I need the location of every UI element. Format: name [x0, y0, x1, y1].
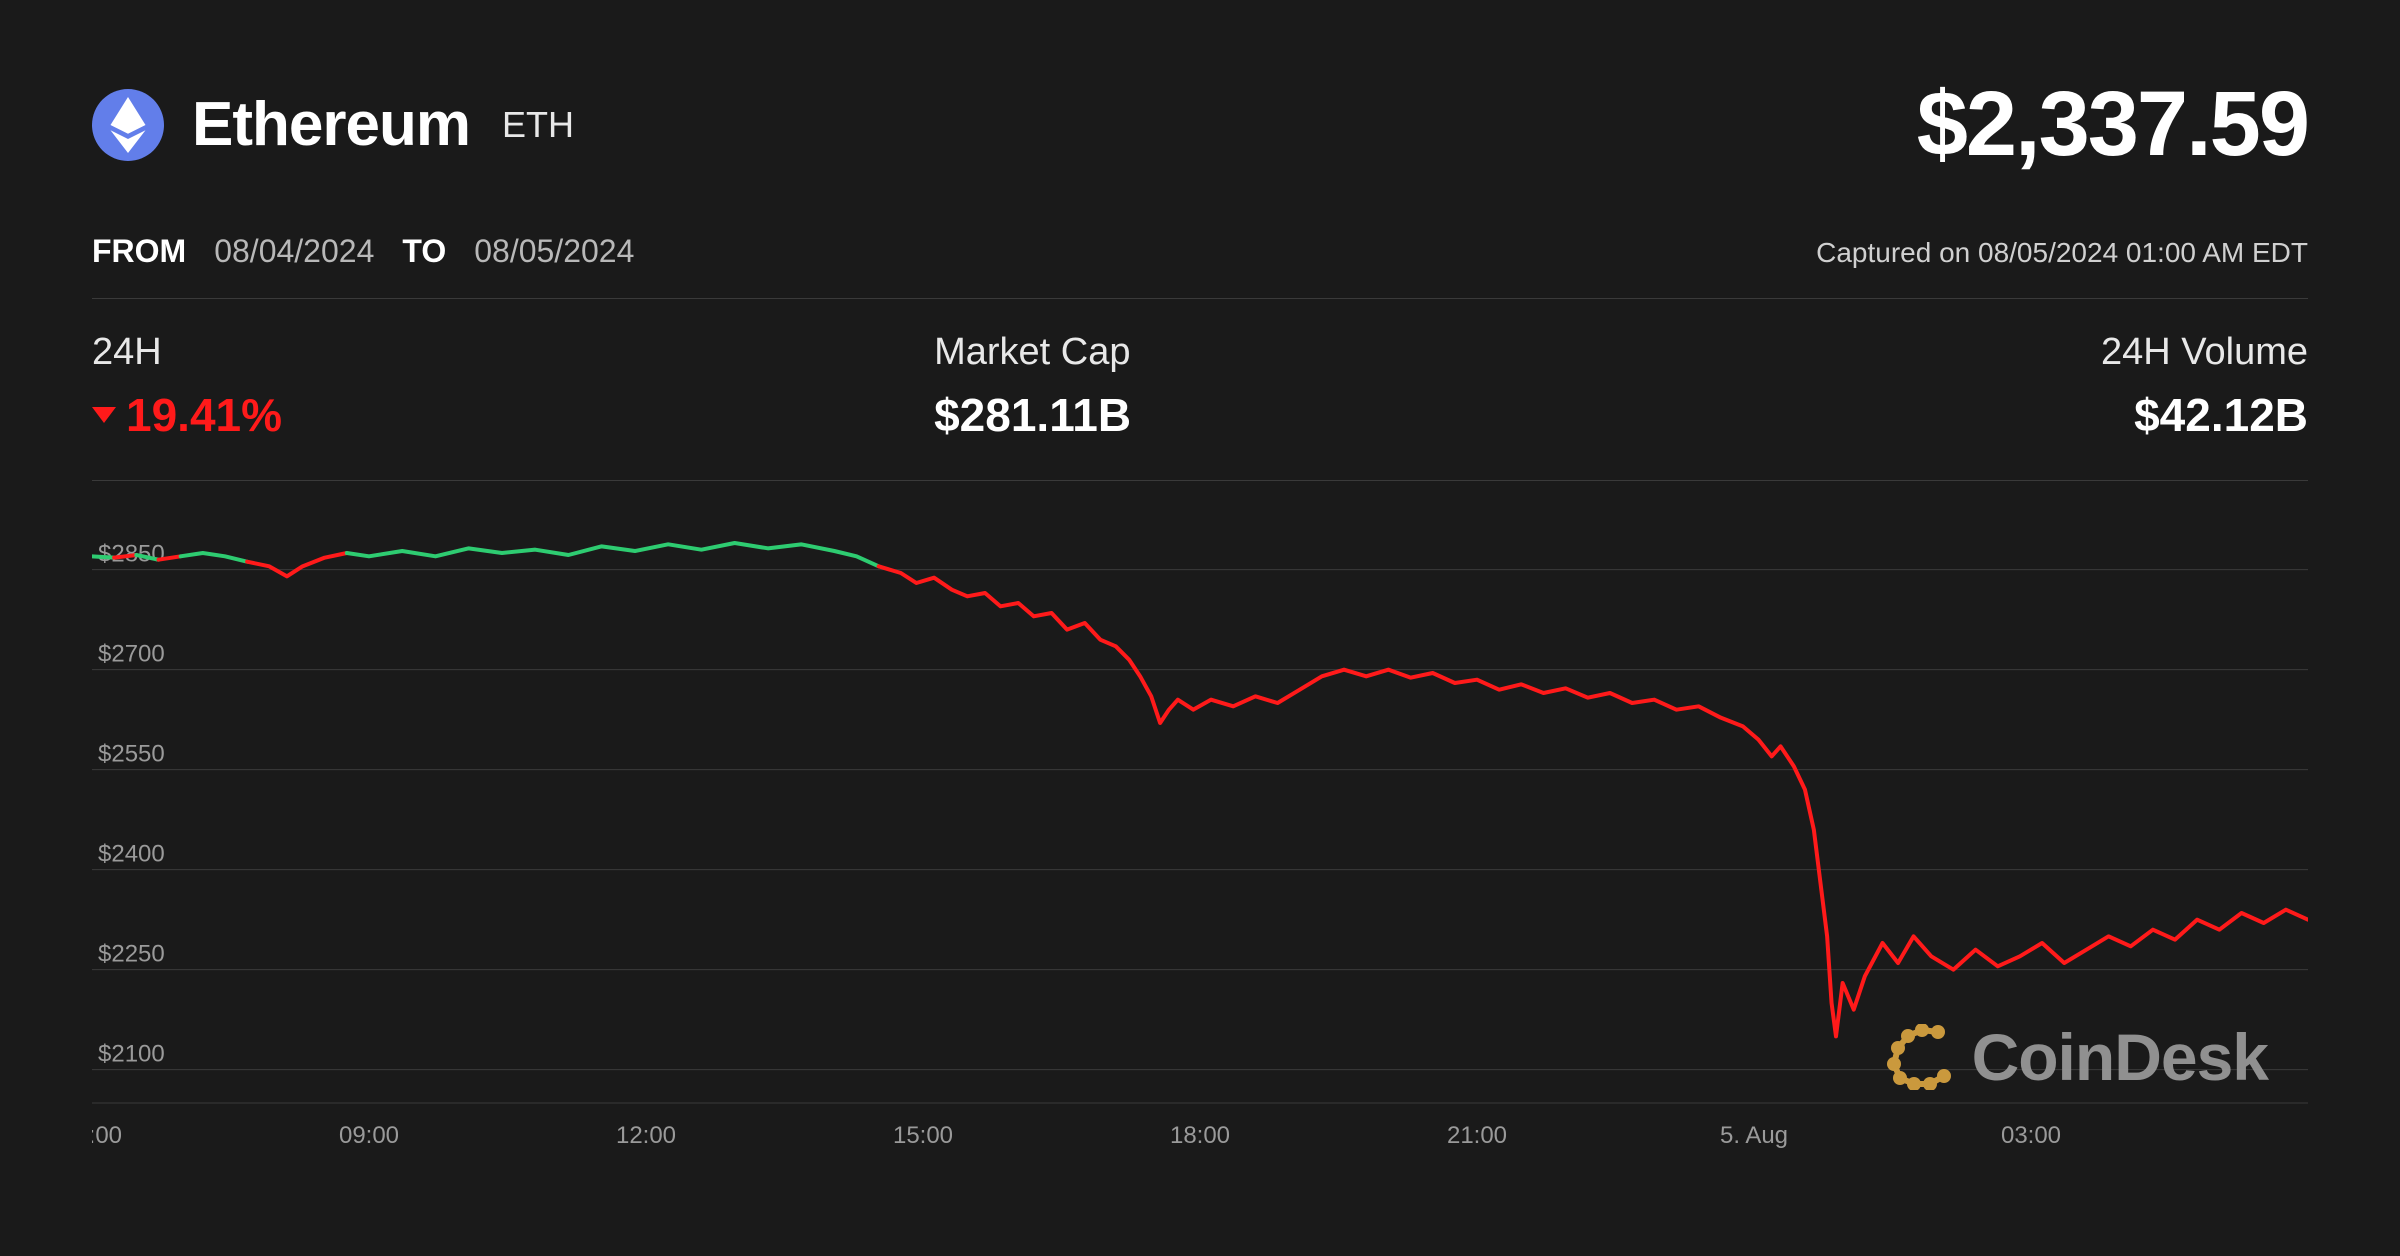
to-label: TO	[402, 233, 446, 270]
captured-timestamp: Captured on 08/05/2024 01:00 AM EDT	[1816, 237, 2308, 269]
svg-text:5. Aug: 5. Aug	[1720, 1122, 1788, 1149]
svg-text:09:00: 09:00	[339, 1122, 399, 1149]
stat-24h-volume: 24H Volume $42.12B	[1776, 331, 2308, 442]
change-label: 24H	[92, 331, 934, 374]
meta-row: FROM 08/04/2024 TO 08/05/2024 Captured o…	[92, 233, 2308, 299]
vol-value: $42.12B	[1776, 388, 2308, 442]
coindesk-icon	[1886, 1024, 1960, 1090]
svg-text:15:00: 15:00	[893, 1122, 953, 1149]
svg-text:$2400: $2400	[98, 841, 165, 868]
coin-symbol: ETH	[502, 104, 574, 146]
from-date: 08/04/2024	[214, 233, 374, 270]
down-caret-icon	[92, 407, 116, 423]
svg-text:$2250: $2250	[98, 941, 165, 968]
to-date: 08/05/2024	[474, 233, 634, 270]
date-range: FROM 08/04/2024 TO 08/05/2024	[92, 233, 634, 270]
stat-market-cap: Market Cap $281.11B	[934, 331, 1776, 442]
vol-label: 24H Volume	[1776, 331, 2308, 374]
watermark-text: CoinDesk	[1972, 1019, 2268, 1095]
svg-text:21:00: 21:00	[1447, 1122, 1507, 1149]
svg-text:$2100: $2100	[98, 1041, 165, 1068]
stats-row: 24H 19.41% Market Cap $281.11B 24H Volum…	[92, 331, 2308, 481]
header-row: Ethereum ETH $2,337.59	[92, 72, 2308, 177]
svg-text:18:00: 18:00	[1170, 1122, 1230, 1149]
svg-text:$2550: $2550	[98, 741, 165, 768]
svg-text:12:00: 12:00	[616, 1122, 676, 1149]
coin-identity: Ethereum ETH	[92, 89, 574, 161]
stat-24h-change: 24H 19.41%	[92, 331, 934, 442]
ethereum-icon	[92, 89, 164, 161]
mcap-label: Market Cap	[934, 331, 1776, 374]
price-chart: $2100$2250$2400$2550$2700$285006:0009:00…	[92, 493, 2308, 1173]
coin-name: Ethereum	[192, 89, 470, 160]
change-value: 19.41%	[126, 388, 282, 442]
watermark: CoinDesk	[1886, 1019, 2268, 1095]
svg-text:06:00: 06:00	[92, 1122, 122, 1149]
svg-text:$2700: $2700	[98, 641, 165, 668]
mcap-value: $281.11B	[934, 388, 1776, 442]
from-label: FROM	[92, 233, 186, 270]
price-value: $2,337.59	[1917, 72, 2308, 177]
svg-text:03:00: 03:00	[2001, 1122, 2061, 1149]
